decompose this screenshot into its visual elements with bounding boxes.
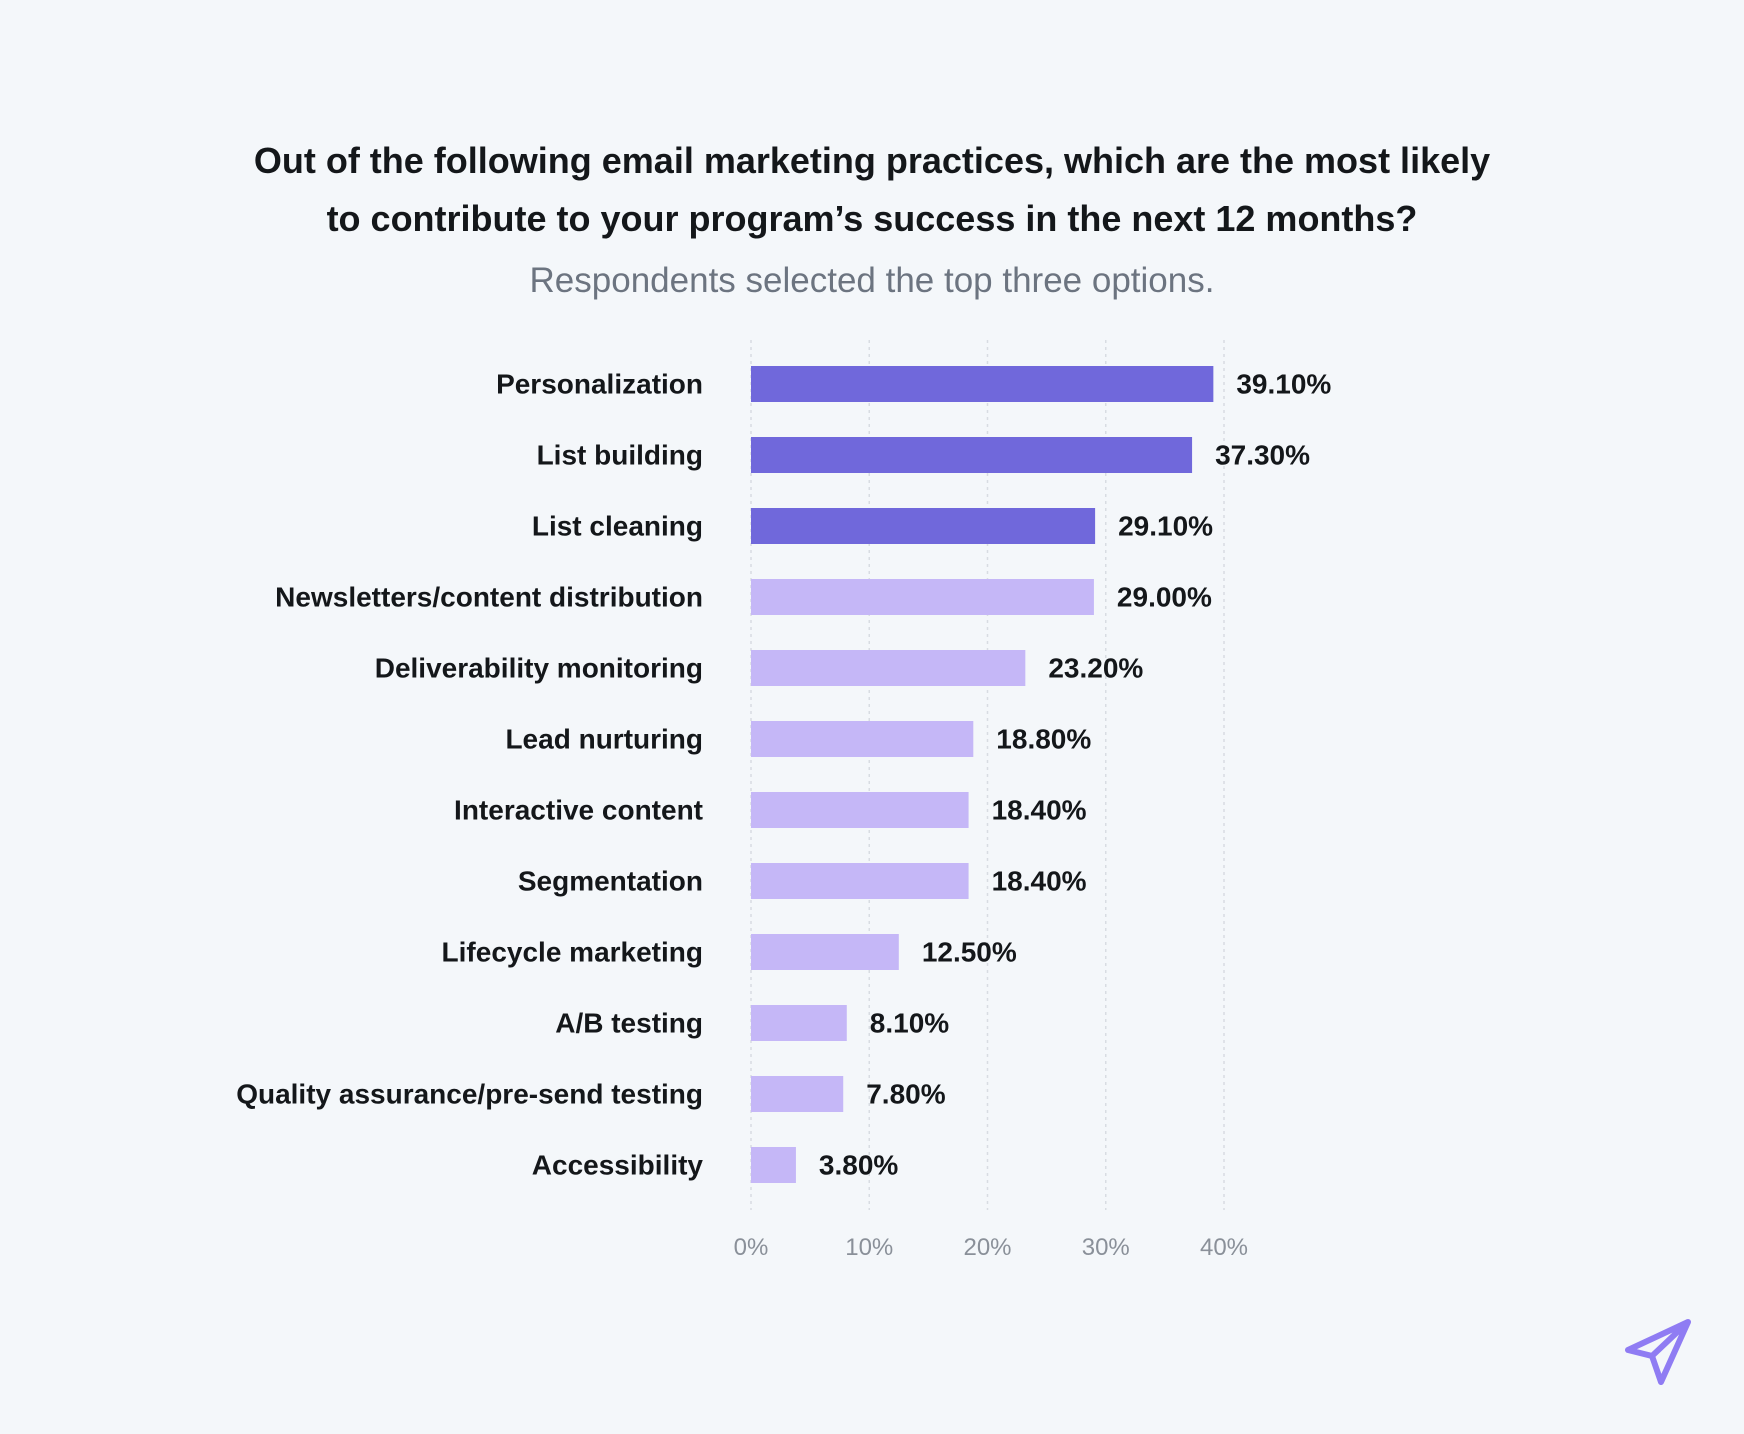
category-label: List building [537, 440, 703, 471]
value-label: 29.10% [1118, 511, 1213, 542]
value-label: 8.10% [870, 1008, 949, 1039]
bar [751, 650, 1026, 686]
paper-plane-icon [1625, 1319, 1691, 1385]
category-label: List cleaning [532, 511, 703, 542]
chart-title-line-2: to contribute to your program’s success … [326, 198, 1418, 239]
bar [751, 1147, 796, 1183]
bar [751, 508, 1096, 544]
bar [751, 792, 969, 828]
value-label: 12.50% [922, 937, 1017, 968]
value-label: 29.00% [1117, 582, 1212, 613]
x-tick-label: 40% [1200, 1234, 1248, 1261]
category-label: Accessibility [532, 1150, 704, 1181]
bar [751, 1005, 847, 1041]
chart-subtitle: Respondents selected the top three optio… [529, 261, 1215, 300]
x-tick-label: 30% [1082, 1234, 1130, 1261]
bar [751, 366, 1214, 402]
grid-lines [750, 340, 1225, 1210]
category-label: Lifecycle marketing [442, 937, 703, 968]
bar [751, 437, 1193, 473]
chart-title-line-1: Out of the following email marketing pra… [253, 140, 1491, 181]
value-labels: 39.10% 37.30% 29.10% 29.00% 23.20% 18.80% 18.4… [819, 369, 1331, 1181]
value-label: 18.40% [992, 795, 1087, 826]
category-label: A/B testing [555, 1008, 703, 1039]
x-axis-ticks: 0% 10% 20% 30% 40% [734, 1234, 1248, 1261]
bar [751, 863, 969, 899]
value-label: 18.80% [996, 724, 1091, 755]
category-label: Lead nurturing [505, 724, 703, 755]
category-label: Quality assurance/pre-send testing [236, 1079, 703, 1110]
bar [751, 1076, 844, 1112]
category-label: Deliverability monitoring [375, 653, 703, 684]
bars [751, 366, 1214, 1183]
category-label: Interactive content [454, 795, 703, 826]
value-label: 3.80% [819, 1150, 898, 1181]
bar [751, 721, 974, 757]
value-label: 18.40% [992, 866, 1087, 897]
category-label: Newsletters/content distribution [275, 582, 703, 613]
value-label: 23.20% [1048, 653, 1143, 684]
x-tick-label: 20% [963, 1234, 1011, 1261]
value-label: 39.10% [1236, 369, 1331, 400]
value-label: 7.80% [866, 1079, 945, 1110]
x-tick-label: 0% [734, 1234, 769, 1261]
x-tick-label: 10% [845, 1234, 893, 1261]
bar [751, 579, 1094, 615]
value-label: 37.30% [1215, 440, 1310, 471]
category-label: Personalization [496, 369, 703, 400]
category-labels: Personalization List building List cleanin… [236, 369, 703, 1181]
category-label: Segmentation [518, 866, 703, 897]
bar [751, 934, 899, 970]
chart-title: Out of the following email marketing pra… [0, 132, 1744, 248]
